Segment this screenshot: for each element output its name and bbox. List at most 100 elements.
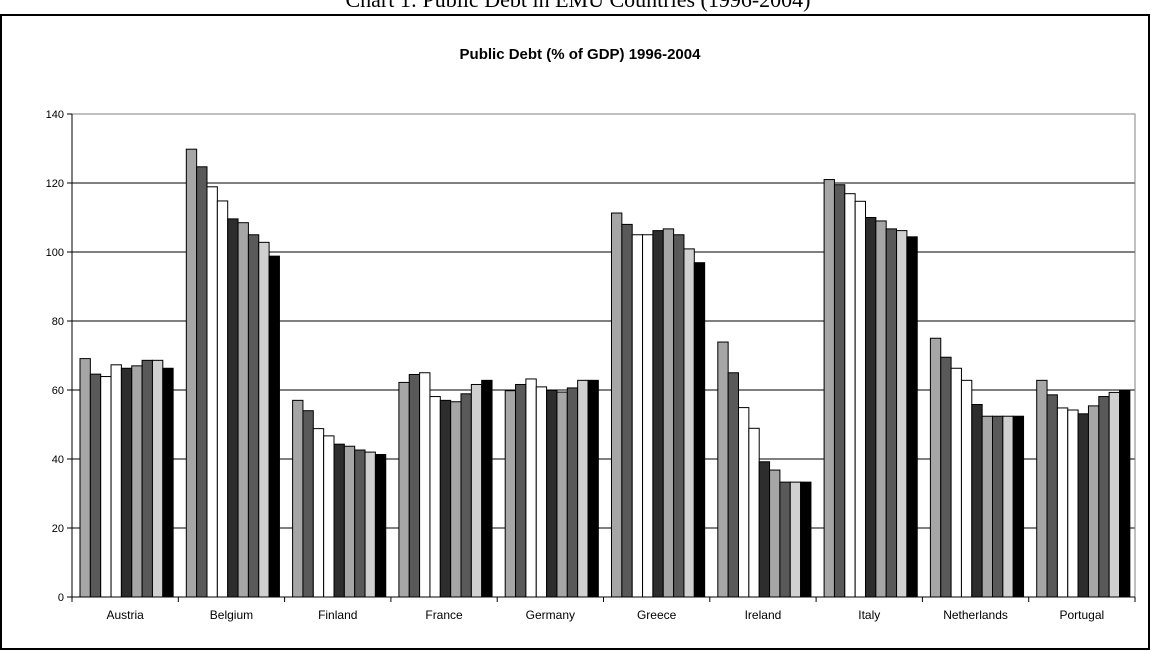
bar-germany-9 [587,379,599,598]
y-tick-label: 140 [46,109,64,121]
bar-germany-3 [525,378,537,598]
bar-ireland-8 [789,481,802,598]
bar-portugal-5 [1077,413,1089,598]
bar-greece-8 [683,248,695,598]
bar-france-5 [439,399,452,598]
x-tick-label: Finland [318,608,357,622]
bar-ireland-3 [738,407,750,598]
bar-portugal-7 [1098,396,1110,598]
bar-france-6 [450,401,462,598]
bar-belgium-8 [258,241,270,598]
bar-belgium-1 [185,148,198,598]
bar-france-1 [398,381,410,598]
bar-netherlands-1 [929,337,942,598]
bar-belgium-5 [227,218,239,598]
bar-netherlands-3 [950,367,962,598]
bar-finland-1 [292,399,304,598]
bar-portugal-3 [1056,407,1069,598]
chart-frame [0,14,1150,650]
y-tick-label: 60 [52,385,64,397]
axes [67,113,1136,602]
bar-portugal-4 [1067,409,1079,598]
bar-netherlands-2 [940,356,952,598]
bar-portugal-9 [1119,389,1131,598]
page-heading-clip: Chart 1: Public Debt in EMU Countries (1… [0,0,1156,14]
y-tick-label: 80 [52,316,64,328]
bar-austria-2 [89,373,102,598]
bars [79,148,1131,598]
bar-belgium-9 [268,255,280,598]
bar-france-8 [470,383,483,598]
bar-france-4 [429,396,441,598]
bar-netherlands-6 [981,415,994,598]
bar-italy-7 [885,228,898,598]
y-tick-label: 20 [52,523,64,535]
bar-greece-9 [693,262,706,598]
bar-italy-8 [896,230,908,598]
bar-greece-4 [642,234,654,598]
chart-title: Public Debt (% of GDP) 1996-2004 [460,46,702,63]
bar-italy-6 [875,220,887,598]
bar-germany-1 [504,390,517,598]
bar-austria-1 [79,358,91,598]
x-tick-label: Germany [526,608,575,622]
bar-germany-5 [546,389,558,598]
bar-netherlands-5 [971,403,983,598]
bar-portugal-2 [1046,394,1058,598]
bar-italy-5 [865,217,877,598]
y-tick-labels: 0 20 40 60 80 100 120 140 [46,109,64,604]
bar-netherlands-7 [992,415,1004,598]
y-tick-label: 0 [58,592,64,604]
bar-italy-3 [844,193,856,598]
bar-belgium-6 [237,222,249,598]
x-tick-label: France [425,608,463,622]
bar-greece-6 [662,228,675,598]
x-tick-labels: Austria Belgium Finland France Germany Greece… [106,608,1104,622]
x-tick-label: Greece [637,608,677,622]
bar-greece-5 [652,230,664,598]
bar-belgium-7 [247,234,260,598]
bar-greece-1 [611,212,623,598]
bar-austria-3 [100,376,112,598]
bar-finland-3 [312,428,325,598]
x-tick-label: Italy [858,608,880,622]
bar-belgium-4 [216,200,229,598]
bar-france-3 [419,372,431,598]
bar-italy-4 [854,200,867,598]
bar-finland-4 [323,435,335,598]
bar-finland-8 [364,451,376,598]
bar-germany-7 [566,387,579,598]
bar-germany-4 [535,386,548,598]
bar-netherlands-4 [960,379,973,598]
bar-italy-1 [823,179,835,598]
bar-germany-2 [515,383,527,598]
bar-ireland-1 [717,341,729,598]
bar-ireland-5 [758,461,771,598]
bar-germany-6 [556,391,568,598]
bar-finland-5 [333,443,345,598]
bar-france-2 [408,373,421,598]
bar-finland-7 [354,449,366,598]
bar-austria-8 [151,359,164,598]
bar-ireland-7 [779,481,791,598]
bar-ireland-2 [727,372,740,598]
bar-finland-2 [302,410,314,598]
bar-greece-3 [631,234,644,598]
bar-netherlands-8 [1002,415,1014,598]
bar-portugal-1 [1036,379,1048,598]
bar-ireland-4 [748,427,760,598]
x-tick-label: Ireland [745,608,782,622]
bar-greece-2 [621,223,633,598]
bar-greece-7 [673,234,685,598]
y-tick-label: 100 [46,247,64,259]
bar-ireland-9 [800,481,812,598]
bar-austria-9 [162,367,174,598]
bar-italy-2 [833,184,846,598]
y-tick-label: 40 [52,454,64,466]
x-tick-label: Belgium [210,608,253,622]
bar-finland-6 [343,445,356,598]
bar-portugal-8 [1108,391,1121,598]
x-tick-label: Netherlands [943,608,1008,622]
bar-belgium-2 [196,166,208,598]
bar-netherlands-9 [1012,415,1025,598]
